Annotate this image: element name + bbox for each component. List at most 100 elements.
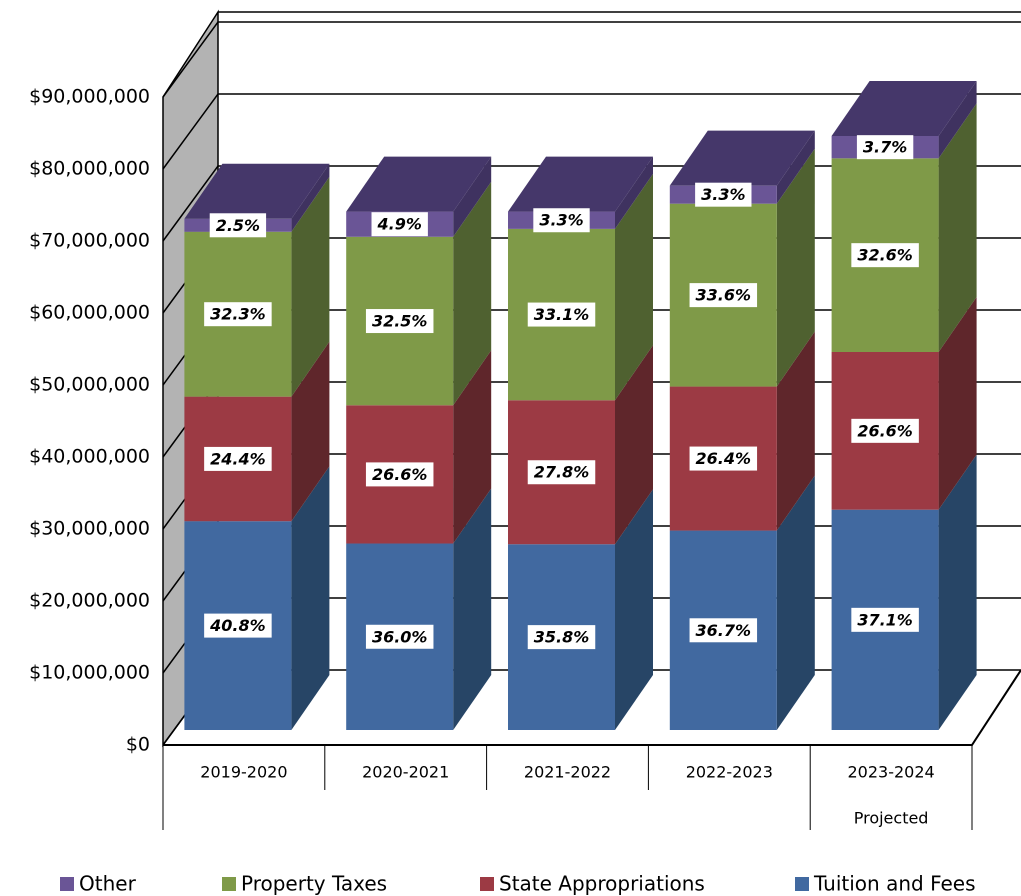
x-tick-label: 2019-2020 xyxy=(200,763,287,782)
x-tick-label: 2020-2021 xyxy=(362,763,449,782)
data-label: 27.8% xyxy=(534,463,590,482)
x-tick-label: 2022-2023 xyxy=(686,763,773,782)
bar-side xyxy=(291,466,330,730)
x-tick-label: 2021-2022 xyxy=(524,763,611,782)
data-label-group: 24.4% xyxy=(204,446,272,471)
data-label: 32.6% xyxy=(857,246,913,265)
grid-line xyxy=(162,21,1021,98)
data-label-box xyxy=(365,462,434,487)
bar-side xyxy=(615,345,653,545)
y-tick-label: $10,000,000 xyxy=(29,662,150,684)
data-label: 3.7% xyxy=(863,138,907,157)
data-label-group: 3.7% xyxy=(856,135,914,160)
data-label-box xyxy=(851,607,919,632)
data-label-box xyxy=(365,624,434,649)
data-label-group: 36.0% xyxy=(365,624,434,649)
legend-swatch xyxy=(480,877,494,891)
data-label-box xyxy=(209,213,267,238)
y-tick-label: $30,000,000 xyxy=(29,518,150,540)
data-label-box xyxy=(365,309,434,334)
bar-side xyxy=(291,176,330,397)
bar-top xyxy=(346,156,492,212)
data-label-group: 26.4% xyxy=(689,446,758,471)
grid-line xyxy=(162,93,1021,170)
bar-side xyxy=(938,103,977,352)
bar-side xyxy=(776,130,815,204)
bar-side xyxy=(615,156,653,229)
data-label: 26.6% xyxy=(857,421,913,440)
data-label: 26.4% xyxy=(696,449,752,468)
data-label-box xyxy=(856,135,914,160)
bar-side xyxy=(291,163,330,232)
x-tick-label: 2023-2024 xyxy=(847,763,934,782)
data-label: 4.9% xyxy=(377,215,422,234)
legend-label: Property Taxes xyxy=(241,872,387,896)
data-label: 35.8% xyxy=(534,628,590,647)
data-label-box xyxy=(689,446,758,471)
data-label-box xyxy=(371,212,428,237)
data-label-box xyxy=(851,243,919,268)
data-label: 2.5% xyxy=(216,216,260,235)
legend-swatch xyxy=(222,877,236,891)
data-label-group: 32.3% xyxy=(204,302,272,327)
bar-side xyxy=(615,173,653,401)
data-label-box xyxy=(527,302,596,327)
bar-side xyxy=(776,148,815,387)
data-label: 36.0% xyxy=(372,627,428,646)
bar-side xyxy=(938,454,977,730)
data-label: 32.5% xyxy=(372,312,428,331)
data-label-group: 32.6% xyxy=(851,243,919,268)
y-tick-label: $20,000,000 xyxy=(29,590,150,612)
data-label: 33.6% xyxy=(696,286,752,305)
category-note: Projected xyxy=(854,809,929,828)
bar-side xyxy=(453,350,492,544)
data-label-group: 3.3% xyxy=(533,208,590,233)
data-label-box xyxy=(533,208,590,233)
data-label-group: 33.6% xyxy=(689,283,758,308)
bar-side xyxy=(453,488,492,730)
y-tick-label: $70,000,000 xyxy=(29,230,150,252)
data-label-box xyxy=(695,182,752,207)
data-label: 3.3% xyxy=(539,211,583,230)
data-label-group: 40.8% xyxy=(204,613,272,638)
data-label-box xyxy=(527,460,596,485)
legend-swatch xyxy=(60,877,74,891)
data-label-group: 27.8% xyxy=(527,460,596,485)
y-tick-label: $50,000,000 xyxy=(29,374,150,396)
data-label-group: 37.1% xyxy=(851,607,919,632)
bar-side xyxy=(615,489,653,730)
bar-top xyxy=(184,163,330,219)
data-label-group: 2.5% xyxy=(209,213,267,238)
bar-top xyxy=(831,81,977,136)
data-label-box xyxy=(204,302,272,327)
data-label: 37.1% xyxy=(857,610,913,629)
data-label: 33.1% xyxy=(534,305,590,324)
legend-label: Other xyxy=(79,872,137,896)
data-label-box xyxy=(689,618,758,643)
data-label: 32.3% xyxy=(210,305,266,324)
y-tick-label: $80,000,000 xyxy=(29,158,150,180)
bar-side xyxy=(938,81,977,159)
bar-side xyxy=(938,297,977,510)
bar-side xyxy=(776,331,815,531)
legend-label: State Appropriations xyxy=(499,872,705,896)
y-tick-label: $60,000,000 xyxy=(29,302,150,324)
bar-top xyxy=(508,156,653,212)
data-label: 26.6% xyxy=(372,465,428,484)
data-label-group: 4.9% xyxy=(371,212,428,237)
y-tick-label: $90,000,000 xyxy=(29,86,150,108)
data-label-group: 33.1% xyxy=(527,302,596,327)
legend-label: Tuition and Fees xyxy=(813,872,976,896)
data-label-box xyxy=(851,418,919,443)
data-label-group: 26.6% xyxy=(851,418,919,443)
bar-side xyxy=(291,341,330,522)
data-label: 36.7% xyxy=(696,621,752,640)
bar-side xyxy=(453,156,492,237)
bar-top xyxy=(669,130,815,186)
data-label-box xyxy=(204,446,272,471)
legend-swatch xyxy=(795,877,809,891)
data-label: 40.8% xyxy=(209,616,266,635)
data-label: 3.3% xyxy=(701,185,745,204)
data-label-box xyxy=(527,625,596,650)
